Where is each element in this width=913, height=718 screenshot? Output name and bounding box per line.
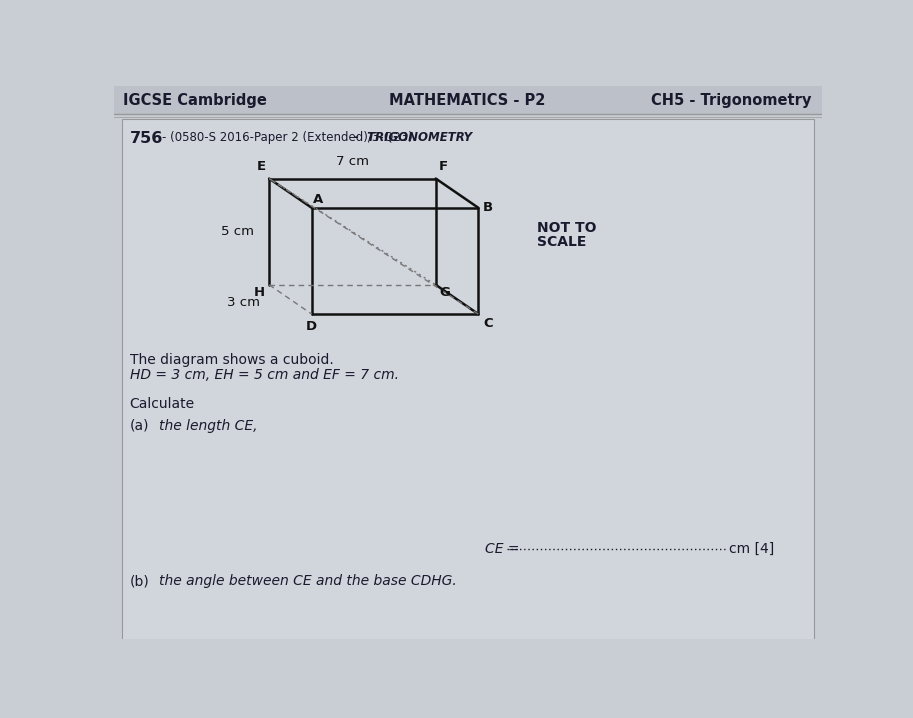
Text: the angle between CE and the base CDHG.: the angle between CE and the base CDHG. [159, 574, 456, 588]
Text: the length CE,: the length CE, [159, 419, 257, 433]
Text: D: D [306, 320, 318, 333]
Text: 756: 756 [130, 131, 163, 146]
Bar [114, 86, 822, 114]
Text: HD = 3 cm, EH = 5 cm and EF = 7 cm.: HD = 3 cm, EH = 5 cm and EF = 7 cm. [130, 368, 399, 382]
Text: cm [4]: cm [4] [729, 542, 775, 556]
Text: Calculate: Calculate [130, 397, 194, 411]
Text: G: G [440, 286, 450, 299]
Text: C: C [483, 317, 493, 330]
Text: 3 cm: 3 cm [226, 296, 260, 309]
Text: MATHEMATICS - P2: MATHEMATICS - P2 [389, 93, 546, 108]
Text: 7 cm: 7 cm [336, 155, 369, 168]
Text: CH5 - Trigonometry: CH5 - Trigonometry [651, 93, 812, 108]
Text: (b): (b) [130, 574, 150, 588]
Text: - (0580-S 2016-Paper 2 (Extended)/3-Q23): - (0580-S 2016-Paper 2 (Extended)/3-Q23) [163, 131, 413, 144]
Text: 5 cm: 5 cm [221, 225, 254, 238]
Text: NOT TO: NOT TO [537, 221, 596, 235]
Text: A: A [313, 193, 323, 206]
Text: CE =: CE = [485, 542, 519, 556]
Text: H: H [254, 286, 266, 299]
Text: B: B [483, 201, 493, 214]
Text: -  TRIGONOMETRY: - TRIGONOMETRY [354, 131, 473, 144]
Text: F: F [439, 160, 448, 173]
Text: SCALE: SCALE [537, 235, 586, 248]
Text: (a): (a) [130, 419, 149, 433]
Text: IGCSE Cambridge: IGCSE Cambridge [123, 93, 268, 108]
Text: The diagram shows a cuboid.: The diagram shows a cuboid. [130, 353, 333, 367]
Text: E: E [257, 160, 266, 173]
